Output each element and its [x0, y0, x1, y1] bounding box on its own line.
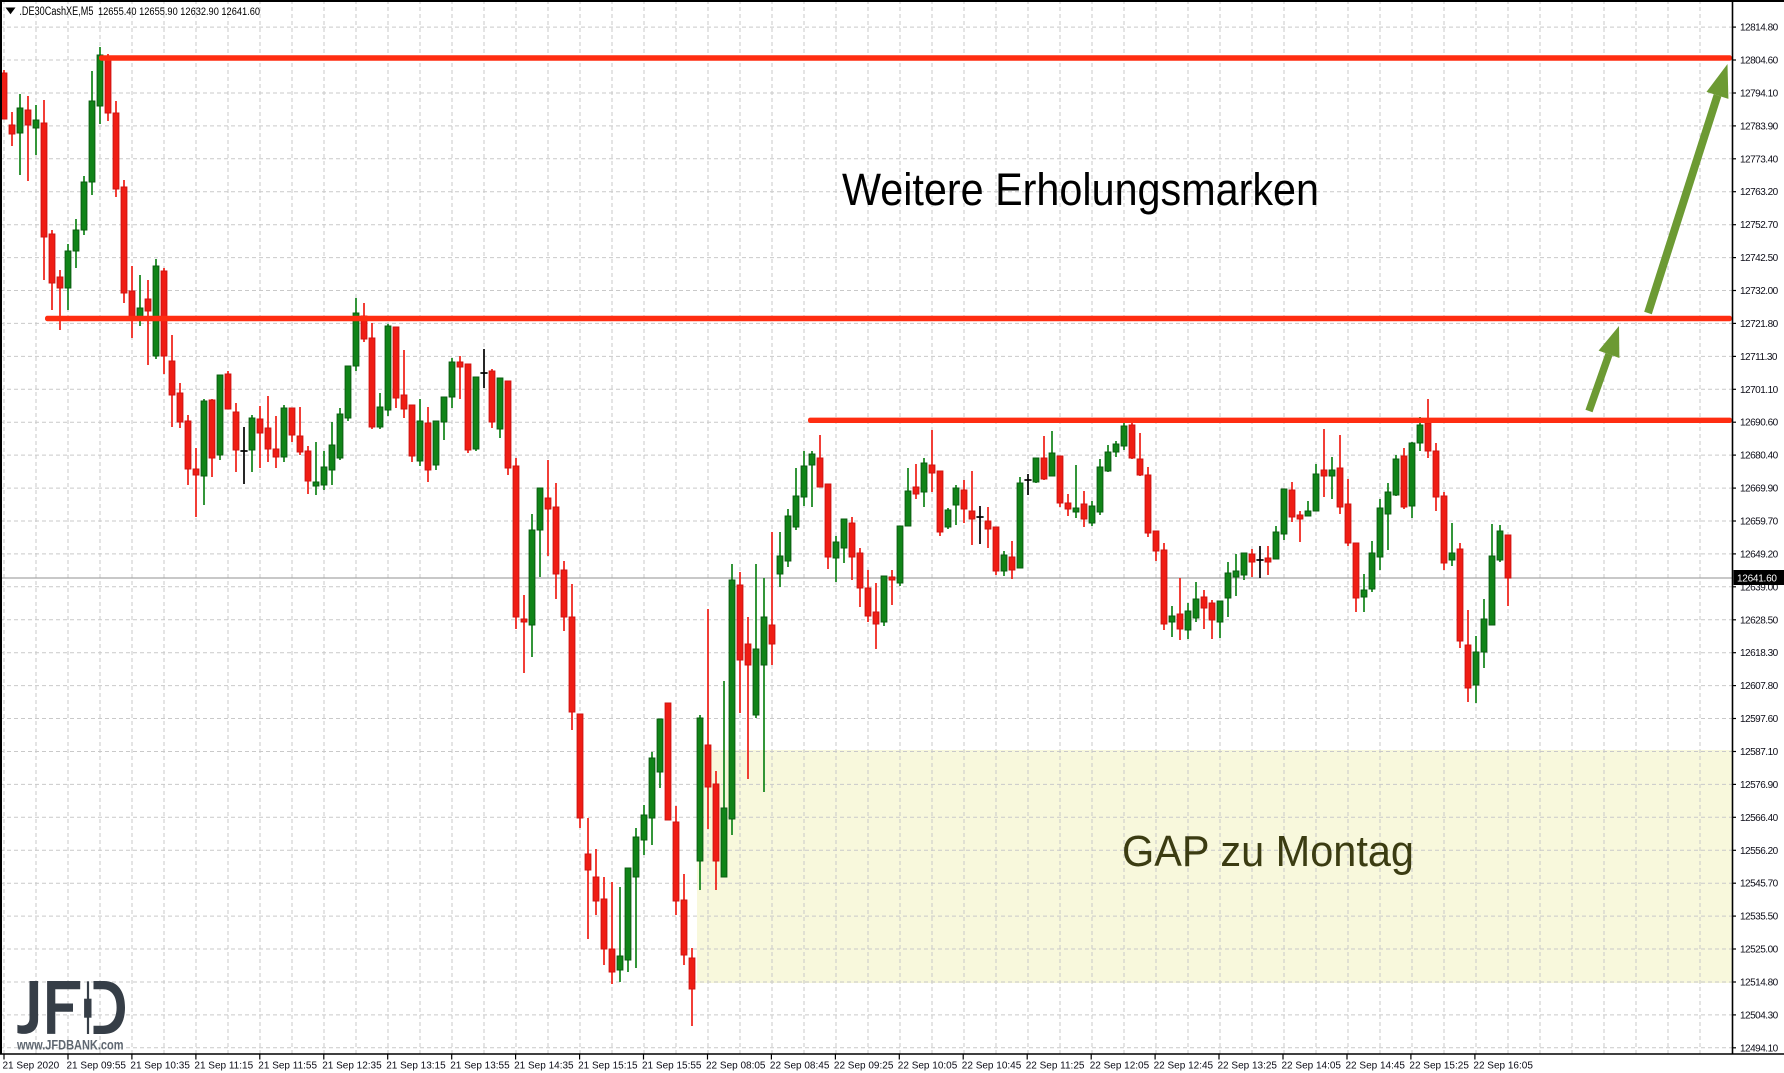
svg-text:21 Sep 15:15: 21 Sep 15:15 — [578, 1061, 638, 1072]
svg-text:12649.20: 12649.20 — [1740, 549, 1779, 560]
svg-text:22 Sep 14:05: 22 Sep 14:05 — [1282, 1061, 1342, 1072]
svg-text:12752.70: 12752.70 — [1740, 220, 1779, 231]
svg-text:12773.40: 12773.40 — [1740, 154, 1779, 165]
svg-text:12556.20: 12556.20 — [1740, 846, 1779, 857]
svg-text:12514.80: 12514.80 — [1740, 978, 1779, 989]
svg-text:Weitere Erholungsmarken: Weitere Erholungsmarken — [842, 164, 1319, 215]
svg-text:12535.50: 12535.50 — [1740, 912, 1779, 923]
svg-text:12641.60: 12641.60 — [1737, 574, 1777, 585]
svg-text:12525.00: 12525.00 — [1740, 945, 1779, 956]
svg-text:12597.60: 12597.60 — [1740, 714, 1779, 725]
svg-text:12655.40 12655.90 12632.90 126: 12655.40 12655.90 12632.90 12641.60 — [98, 6, 260, 18]
svg-text:22 Sep 08:45: 22 Sep 08:45 — [770, 1061, 830, 1072]
svg-text:12669.90: 12669.90 — [1740, 484, 1779, 495]
svg-text:22 Sep 14:45: 22 Sep 14:45 — [1346, 1061, 1406, 1072]
svg-text:22 Sep 12:05: 22 Sep 12:05 — [1090, 1061, 1150, 1072]
svg-text:21 Sep 11:55: 21 Sep 11:55 — [258, 1061, 317, 1072]
svg-text:12783.90: 12783.90 — [1740, 121, 1779, 132]
svg-text:12607.80: 12607.80 — [1740, 681, 1779, 692]
svg-text:12628.50: 12628.50 — [1740, 615, 1779, 626]
svg-text:12545.70: 12545.70 — [1740, 879, 1779, 890]
svg-text:12659.70: 12659.70 — [1740, 517, 1779, 528]
svg-text:12814.80: 12814.80 — [1740, 23, 1779, 34]
svg-text:21 Sep 14:35: 21 Sep 14:35 — [514, 1061, 574, 1072]
svg-text:12639.00: 12639.00 — [1740, 582, 1779, 593]
svg-text:12680.40: 12680.40 — [1740, 451, 1779, 462]
svg-text:22 Sep 11:25: 22 Sep 11:25 — [1026, 1061, 1085, 1072]
svg-text:12618.30: 12618.30 — [1740, 648, 1779, 659]
svg-text:12504.30: 12504.30 — [1740, 1010, 1779, 1021]
svg-text:12804.60: 12804.60 — [1740, 56, 1779, 67]
svg-text:22 Sep 10:45: 22 Sep 10:45 — [962, 1061, 1022, 1072]
svg-text:12794.10: 12794.10 — [1740, 89, 1779, 100]
svg-text:21 Sep 13:55: 21 Sep 13:55 — [450, 1061, 510, 1072]
svg-text:12566.40: 12566.40 — [1740, 813, 1779, 824]
svg-text:21 Sep 10:35: 21 Sep 10:35 — [130, 1061, 190, 1072]
svg-text:12742.50: 12742.50 — [1740, 253, 1779, 264]
svg-text:12576.90: 12576.90 — [1740, 780, 1779, 791]
svg-text:21 Sep 13:15: 21 Sep 13:15 — [386, 1061, 446, 1072]
svg-text:12763.20: 12763.20 — [1740, 187, 1779, 198]
svg-text:22 Sep 12:45: 22 Sep 12:45 — [1154, 1061, 1214, 1072]
svg-text:21 Sep 11:15: 21 Sep 11:15 — [194, 1061, 253, 1072]
svg-text:21 Sep 15:55: 21 Sep 15:55 — [642, 1061, 702, 1072]
svg-text:12494.10: 12494.10 — [1740, 1043, 1779, 1054]
svg-text:22 Sep 15:25: 22 Sep 15:25 — [1409, 1061, 1469, 1072]
svg-text:12732.00: 12732.00 — [1740, 286, 1779, 297]
svg-text:12711.30: 12711.30 — [1740, 352, 1778, 363]
svg-text:.DE30CashXE,M5: .DE30CashXE,M5 — [19, 6, 93, 18]
svg-text:22 Sep 16:05: 22 Sep 16:05 — [1473, 1061, 1533, 1072]
svg-text:12721.80: 12721.80 — [1740, 319, 1779, 330]
svg-text:21 Sep 12:35: 21 Sep 12:35 — [322, 1061, 382, 1072]
svg-text:21 Sep 09:55: 21 Sep 09:55 — [67, 1061, 127, 1072]
svg-text:12701.10: 12701.10 — [1740, 385, 1779, 396]
svg-text:22 Sep 10:05: 22 Sep 10:05 — [898, 1061, 958, 1072]
svg-text:12690.60: 12690.60 — [1740, 418, 1779, 429]
svg-text:22 Sep 08:05: 22 Sep 08:05 — [706, 1061, 766, 1072]
svg-text:22 Sep 13:25: 22 Sep 13:25 — [1218, 1061, 1278, 1072]
svg-text:www.JFDBANK.com: www.JFDBANK.com — [16, 1038, 123, 1053]
svg-text:22 Sep 09:25: 22 Sep 09:25 — [834, 1061, 894, 1072]
svg-text:21 Sep 2020: 21 Sep 2020 — [3, 1061, 60, 1072]
svg-text:12587.10: 12587.10 — [1740, 747, 1779, 758]
svg-text:GAP zu Montag: GAP zu Montag — [1122, 827, 1414, 876]
